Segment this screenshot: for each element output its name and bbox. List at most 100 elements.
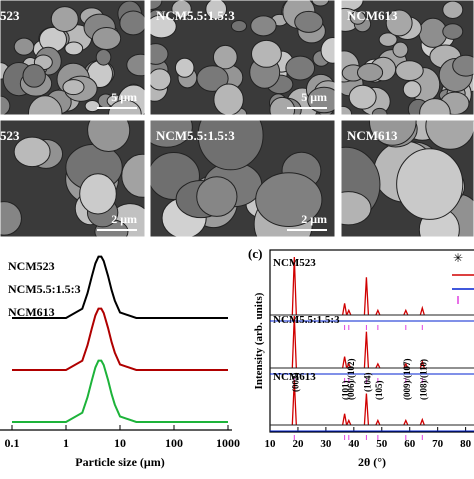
xrd-peak xyxy=(419,417,425,426)
x-tick-label: 0.1 xyxy=(5,436,20,450)
particle xyxy=(119,10,145,36)
x-tick-label: 1000 xyxy=(216,436,240,450)
particle xyxy=(341,191,372,226)
xrd-peak xyxy=(403,362,409,369)
scale-label: 5 μm xyxy=(301,90,327,104)
x-tick-label: 40 xyxy=(348,438,360,450)
panel-border xyxy=(149,0,336,116)
xrd-peak xyxy=(375,308,381,316)
particle xyxy=(402,80,422,99)
x-axis-label: 2θ (°) xyxy=(358,455,386,469)
particle xyxy=(0,201,22,236)
peak-label: (003) xyxy=(290,373,300,393)
x-axis-label: Particle size (μm) xyxy=(75,455,164,469)
legend-label: NCM523 xyxy=(8,259,55,273)
panel-label: NCM5.5:1.5:3 xyxy=(156,8,235,23)
particle xyxy=(269,96,296,115)
particle xyxy=(255,172,323,228)
particle xyxy=(150,68,172,91)
particle xyxy=(212,44,238,70)
particle xyxy=(150,14,177,39)
particle xyxy=(13,136,51,168)
panel-label: 523 xyxy=(0,128,20,143)
particle xyxy=(121,153,145,198)
legend-symbol: ✳ xyxy=(453,251,463,265)
panel-border xyxy=(0,119,146,238)
size-curve xyxy=(12,359,228,423)
xrd-peak xyxy=(363,331,370,369)
x-tick-label: 60 xyxy=(404,438,416,450)
particle xyxy=(87,120,131,152)
particle xyxy=(84,99,101,113)
particle xyxy=(392,41,409,58)
particle xyxy=(22,64,46,88)
particle xyxy=(396,148,464,220)
particle xyxy=(250,15,277,37)
xrd-peak xyxy=(403,308,409,316)
peak-label: (104) xyxy=(362,373,372,393)
xrd-peak xyxy=(419,359,425,369)
particle xyxy=(385,9,413,37)
xrd-peak xyxy=(291,315,297,369)
size-curve xyxy=(12,307,228,371)
panel-label: (c) xyxy=(248,246,262,261)
xrd-peak xyxy=(363,277,370,316)
particle xyxy=(294,10,324,33)
particle xyxy=(251,39,282,68)
x-tick-label: 10 xyxy=(114,436,126,450)
pattern-label: NCM523 xyxy=(273,257,316,269)
particle xyxy=(126,53,145,77)
x-tick-label: 100 xyxy=(165,436,183,450)
xrd-peak xyxy=(341,303,348,316)
xrd-peak xyxy=(291,256,297,316)
peak-label: (108)/(110) xyxy=(418,359,428,400)
particle xyxy=(442,23,464,40)
particle xyxy=(13,37,35,56)
particle xyxy=(395,60,424,82)
x-tick-label: 70 xyxy=(432,438,444,450)
particle xyxy=(196,65,229,92)
xrd-peak xyxy=(291,379,297,426)
particle xyxy=(62,79,85,96)
particle xyxy=(174,57,195,78)
xrd-peak xyxy=(341,356,348,369)
particle xyxy=(79,173,117,215)
particle xyxy=(307,86,335,114)
panel-border xyxy=(340,119,474,238)
particle xyxy=(150,43,169,65)
xrd-peak xyxy=(346,308,352,316)
peak-label: (101) xyxy=(341,381,351,401)
scale-label: 2 μm xyxy=(111,212,137,226)
particle xyxy=(368,120,417,146)
xrd-peak xyxy=(375,362,381,369)
panel-label: NCM5.5:1.5:3 xyxy=(156,128,235,143)
particle xyxy=(150,120,193,148)
particle xyxy=(371,107,388,115)
particle xyxy=(348,84,377,110)
xrd-peak xyxy=(346,362,352,369)
xrd-peak xyxy=(341,413,348,426)
particle xyxy=(356,63,384,82)
panel-border xyxy=(149,119,336,238)
peak-label: (009)/(107) xyxy=(402,359,412,401)
pattern-label: NCM613 xyxy=(273,371,316,383)
particle xyxy=(425,120,474,150)
xrd-peak xyxy=(363,393,370,426)
particle xyxy=(150,0,163,10)
particle xyxy=(64,41,84,56)
scale-label: 5 μm xyxy=(111,90,137,104)
legend-label: NCM613 xyxy=(8,305,55,319)
xrd-peak xyxy=(403,418,409,426)
particle xyxy=(213,83,244,115)
xrd-peak xyxy=(419,305,425,316)
panel-label: 523 xyxy=(0,8,20,23)
peak-label: (105) xyxy=(374,381,384,401)
pattern-label: NCM5.5:1.5:3 xyxy=(273,314,340,326)
particle xyxy=(95,48,112,66)
particle xyxy=(378,32,398,47)
particle xyxy=(320,37,335,64)
particle xyxy=(197,120,264,171)
x-tick-label: 50 xyxy=(376,438,388,450)
panel-label: NCM613 xyxy=(347,8,398,23)
